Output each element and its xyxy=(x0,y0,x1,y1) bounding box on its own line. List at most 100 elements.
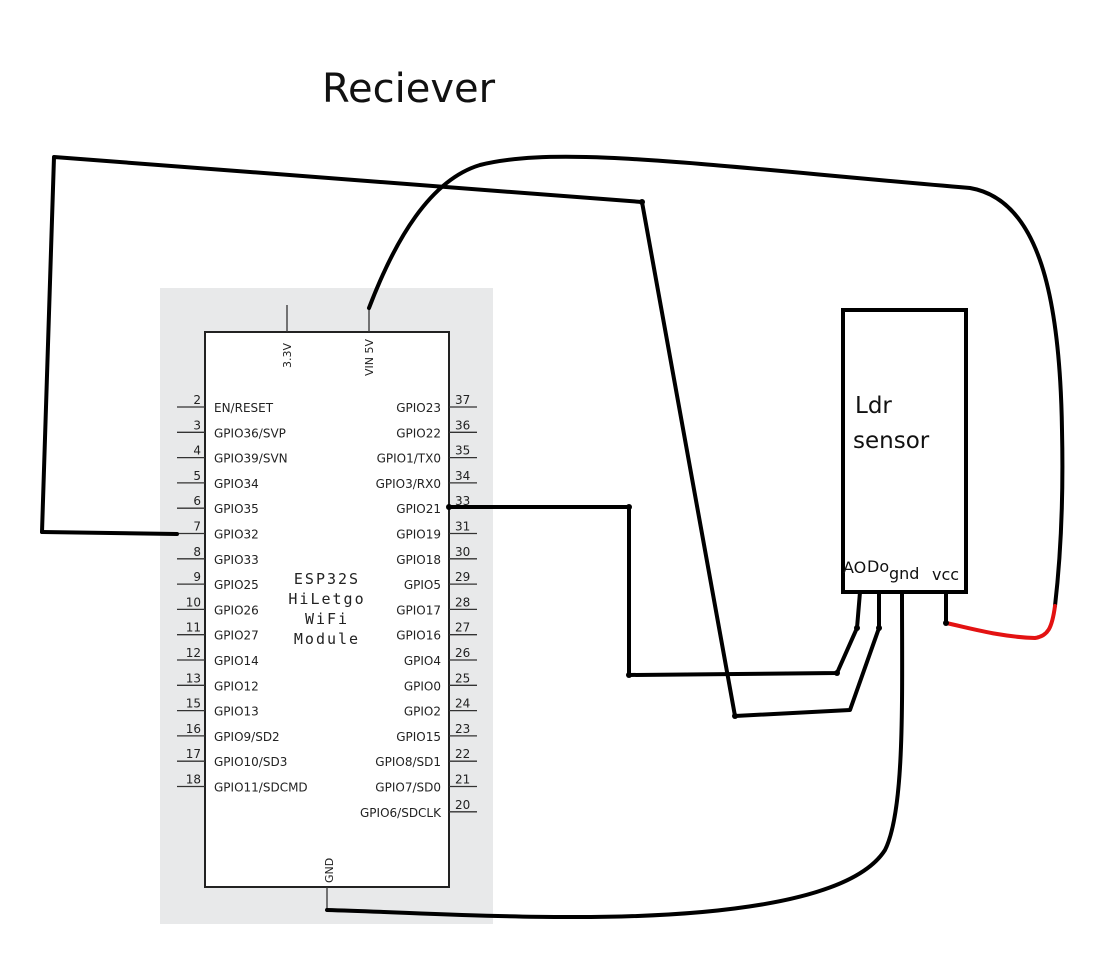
pin-name: EN/RESET xyxy=(214,401,274,415)
junction-dot xyxy=(876,625,882,631)
pin-vin-label: VIN 5V xyxy=(363,339,376,376)
pin-number: 35 xyxy=(455,444,470,458)
right-pin-row: 25 GPIO0 xyxy=(404,671,477,693)
right-pin-row: 37 GPIO23 xyxy=(396,393,477,415)
sensor-pin-vcc-label: vcc xyxy=(932,565,959,584)
esp32-module: 3.3V VIN 5V GND 2 EN/RESET 3 GPIO36/SVP 4 GPI… xyxy=(160,288,493,924)
left-pin-row: 9 GPIO25 xyxy=(177,570,259,592)
left-pin-row: 2 EN/RESET xyxy=(177,393,274,415)
pin-number: 18 xyxy=(186,773,201,787)
pin-name: GPIO32 xyxy=(214,528,259,542)
pin-number: 30 xyxy=(455,545,470,559)
junction-dot xyxy=(639,199,645,205)
left-pin-row: 8 GPIO33 xyxy=(177,545,259,567)
left-pin-row: 6 GPIO35 xyxy=(177,494,259,516)
junction-dot xyxy=(943,620,949,626)
junction-dot xyxy=(626,672,632,678)
sensor-pin-ao-label: AO xyxy=(843,558,866,577)
sensor-label-line1: Ldr xyxy=(855,393,892,419)
module-label: ESP32S HiLetgo WiFi Module xyxy=(288,570,365,648)
pin-name: GPIO34 xyxy=(214,477,259,491)
junction-dot xyxy=(626,504,632,510)
right-pin-column: 37 GPIO23 36 GPIO22 35 GPIO1/TX0 34 GPIO3/RX0 33… xyxy=(360,393,477,820)
pin-number: 16 xyxy=(186,722,201,736)
right-pin-row: 30 GPIO18 xyxy=(396,545,477,567)
pin-name: GPIO2 xyxy=(404,705,441,719)
pin-number: 3 xyxy=(193,418,201,432)
left-pin-column: 2EN/RESET3GPIO36/SVP4GPIO39/SVN5GPIO346G… xyxy=(177,393,308,795)
pin-name: GPIO22 xyxy=(396,426,441,440)
module-label-line: ESP32S xyxy=(294,570,360,588)
sensor-pin-do-label: Do xyxy=(867,557,889,576)
pin-number: 28 xyxy=(455,595,470,609)
module-body xyxy=(204,331,450,888)
pin-name: GPIO17 xyxy=(396,603,441,617)
right-pin-row: 34 GPIO3/RX0 xyxy=(376,469,477,491)
pin-number: 15 xyxy=(186,697,201,711)
pin-gnd-label: GND xyxy=(323,858,336,883)
module-label-line: Module xyxy=(294,630,360,648)
left-pin-row: 17 GPIO10/SD3 xyxy=(177,747,287,769)
pin-number: 37 xyxy=(455,393,470,407)
pin-name: GPIO16 xyxy=(396,629,441,643)
right-pin-row: 36 GPIO22 xyxy=(396,418,477,440)
pin-name: GPIO3/RX0 xyxy=(376,477,441,491)
left-pin-row: 12 GPIO14 xyxy=(177,646,259,668)
pin-name: GPIO14 xyxy=(214,654,259,668)
pin-number: 8 xyxy=(193,545,201,559)
pin-name: GPIO26 xyxy=(214,603,259,617)
pin-number: 27 xyxy=(455,621,470,635)
pin-name: GPIO11/SDCMD xyxy=(214,781,308,795)
pin-number: 26 xyxy=(455,646,470,660)
wire-vcc-red-segment xyxy=(944,604,1057,640)
sensor-body xyxy=(841,308,968,594)
pin-number: 23 xyxy=(455,722,470,736)
sensor-label-line2: sensor xyxy=(853,428,930,454)
right-pin-row: 22 GPIO8/SD1 xyxy=(375,747,477,769)
pin-name: GPIO27 xyxy=(214,629,259,643)
junction-dot xyxy=(854,625,860,631)
right-pin-row: 24 GPIO2 xyxy=(404,697,477,719)
pin-number: 29 xyxy=(455,570,470,584)
pin-name: GPIO18 xyxy=(396,553,441,567)
left-pin-row: 18 GPIO11/SDCMD xyxy=(177,773,308,795)
pin-number: 33 xyxy=(455,494,470,508)
pin-number: 21 xyxy=(455,773,470,787)
left-pin-row: 16 GPIO9/SD2 xyxy=(177,722,280,744)
pin-name: GPIO15 xyxy=(396,730,441,744)
left-pin-row: 7 GPIO32 xyxy=(177,520,259,542)
left-pin-row: 15 GPIO13 xyxy=(177,697,259,719)
right-pin-row: 23 GPIO15 xyxy=(396,722,477,744)
left-pin-row: 3 GPIO36/SVP xyxy=(177,418,286,440)
left-pin-row: 13 GPIO12 xyxy=(177,671,259,693)
module-label-line: HiLetgo xyxy=(288,590,365,608)
pin-number: 11 xyxy=(186,621,201,635)
right-pin-row: 21 GPIO7/SD0 xyxy=(375,773,477,795)
pin-number: 24 xyxy=(455,697,470,711)
pin-number: 2 xyxy=(193,393,201,407)
left-pin-row: 5 GPIO34 xyxy=(177,469,259,491)
right-pin-row: 31 GPIO19 xyxy=(396,520,477,542)
pin-name: GPIO39/SVN xyxy=(214,452,288,466)
pin-name: GPIO0 xyxy=(404,679,441,693)
wire-vin-to-vcc xyxy=(367,154,1065,608)
pin-number: 25 xyxy=(455,671,470,685)
pin-number: 6 xyxy=(193,494,201,508)
pin-number: 5 xyxy=(193,469,201,483)
pin-name: GPIO10/SD3 xyxy=(214,755,287,769)
pin-name: GPIO19 xyxy=(396,528,441,542)
pin-name: GPIO1/TX0 xyxy=(377,452,441,466)
pin-name: GPIO25 xyxy=(214,578,259,592)
pin-name: GPIO12 xyxy=(214,679,259,693)
pin-name: GPIO8/SD1 xyxy=(375,755,441,769)
pin-name: GPIO23 xyxy=(396,401,441,415)
pin-name: GPIO6/SDCLK xyxy=(360,806,442,820)
pin-number: 7 xyxy=(193,520,201,534)
wire-gnd-to-sensor-gnd xyxy=(325,590,905,920)
right-pin-row: 20 GPIO6/SDCLK xyxy=(360,798,477,820)
pin-number: 31 xyxy=(455,520,470,534)
left-pin-row: 11 GPIO27 xyxy=(177,621,259,643)
pin-number: 13 xyxy=(186,671,201,685)
right-pin-row: 28 GPIO17 xyxy=(396,595,477,617)
pin-name: GPIO5 xyxy=(404,578,441,592)
